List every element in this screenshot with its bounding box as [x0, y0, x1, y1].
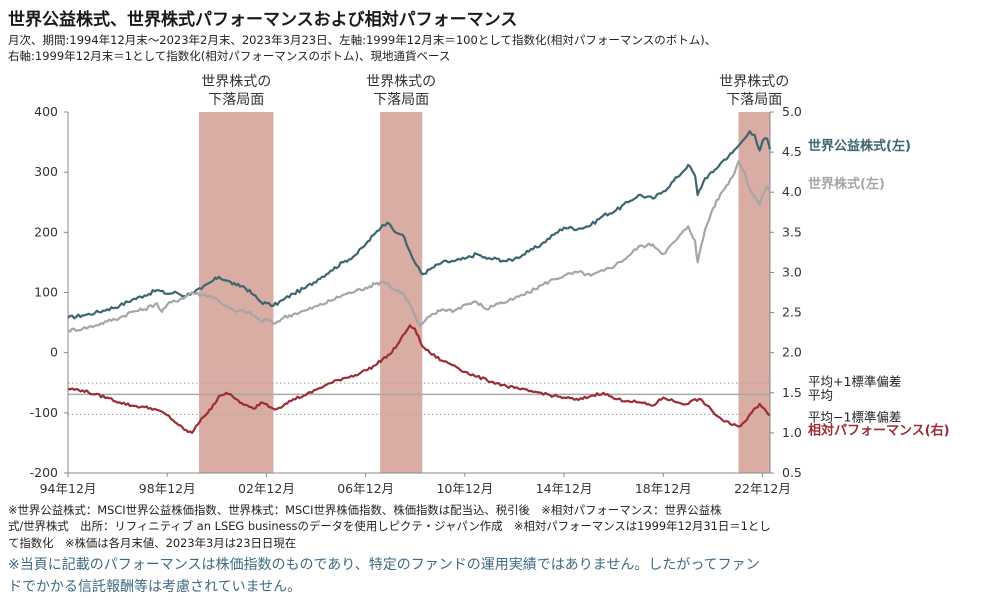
- chart-subtitle-line2: 右軸:1999年12月末＝1として指数化(相対パフォーマンスのボトム)、現地通貨…: [8, 49, 451, 63]
- series-line-relative: [67, 324, 771, 434]
- shade-label-3-line1: 世界株式の: [719, 74, 789, 90]
- footnote-line3: て指数化 ※株価は各月末値、2023年3月は23日日現在: [8, 536, 297, 550]
- x-tick-label-1: 94年12月: [40, 481, 97, 496]
- x-tick-label-7: 18年12月: [635, 481, 692, 496]
- shade-label-2-line2: 下落局面: [373, 92, 429, 108]
- legend-relative: 相対パフォーマンス(右): [808, 423, 950, 439]
- shaded-periods: [199, 112, 770, 473]
- x-tick-label-8: 22年12月: [734, 481, 791, 496]
- chart-subtitle-line1: 月次、期間:1994年12月末～2023年2月末、2023年3月23日、左軸:1…: [8, 33, 717, 47]
- chart-title: 世界公益株式、世界株式パフォーマンスおよび相対パフォーマンス: [8, 10, 518, 30]
- x-tick-label-4: 06年12月: [337, 481, 394, 496]
- left-tick-label-6: -100: [30, 405, 58, 420]
- left-tick-label-4: 100: [34, 285, 58, 300]
- reference-label-3: 平均−1標準偏差: [808, 409, 901, 424]
- disclaimer-line2: ドでかかる信託報酬等は考慮されていません。: [8, 579, 302, 595]
- shade-label-1-line1: 世界株式の: [201, 74, 271, 90]
- legend-utility: 世界公益株式(左): [808, 138, 911, 154]
- right-tick-label-2: 4.5: [782, 144, 802, 159]
- left-tick-label-3: 200: [34, 224, 58, 239]
- shade-label-1-line2: 下落局面: [208, 92, 264, 108]
- right-tick-label-3: 4.0: [782, 184, 802, 199]
- right-tick-label-4: 3.5: [782, 224, 802, 239]
- axes: 400 300 200 100 0 -100 -200 5.0 4.5 4.0 3.5 3.0 2.5 2…: [30, 104, 802, 496]
- right-tick-label-6: 2.5: [782, 305, 802, 320]
- left-tick-label-7: -200: [30, 465, 58, 480]
- left-tick-label-1: 400: [34, 104, 58, 119]
- series-line-world: [67, 160, 772, 333]
- left-tick-label-2: 300: [34, 164, 58, 179]
- reference-lines: [68, 382, 770, 416]
- shade-label-2-line1: 世界株式の: [366, 74, 436, 90]
- right-tick-label-10: 0.5: [782, 465, 802, 480]
- reference-label-2: 平均: [808, 387, 833, 402]
- series-lines: [67, 130, 772, 434]
- footnote-line1: ※世界公益株式：MSCI世界公益株価指数、世界株式：MSCI世界株価指数、株価指…: [8, 503, 722, 517]
- reference-label-1: 平均+1標準偏差: [808, 374, 901, 389]
- shade-period-3: [738, 112, 770, 473]
- shade-label-3-line2: 下落局面: [726, 92, 782, 108]
- disclaimer-line1: ※当頁に記載のパフォーマンスは株価指数のものであり、特定のファンドの運用実績では…: [8, 557, 760, 573]
- right-tick-label-9: 1.0: [782, 425, 802, 440]
- x-tick-label-2: 98年12月: [139, 481, 196, 496]
- footnote-line2: 式/世界株式 出所：リフィニティブ an LSEG businessのデータを使…: [8, 519, 771, 533]
- x-tick-label-5: 10年12月: [436, 481, 493, 496]
- left-tick-label-5: 0: [50, 345, 58, 360]
- right-tick-label-7: 2.0: [782, 345, 802, 360]
- right-tick-label-5: 3.0: [782, 264, 802, 279]
- x-tick-label-3: 02年12月: [238, 481, 295, 496]
- shade-period-1: [199, 112, 274, 473]
- right-tick-label-1: 5.0: [782, 104, 802, 119]
- right-tick-label-8: 1.5: [782, 385, 802, 400]
- legend-world: 世界株式(左): [808, 176, 885, 192]
- x-tick-label-6: 14年12月: [536, 481, 593, 496]
